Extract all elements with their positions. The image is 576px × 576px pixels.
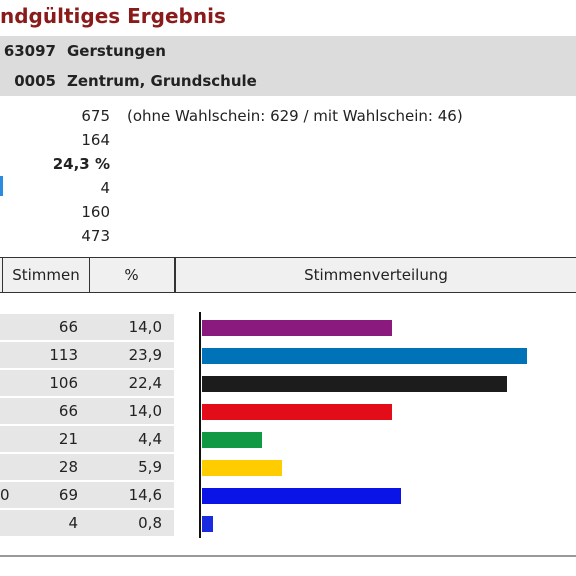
stat-row: 4 (0, 176, 576, 200)
row-background (0, 454, 174, 480)
vote-share-bar (202, 432, 262, 448)
percent-cell: 4,4 (138, 430, 162, 448)
votes-cell: 28 (58, 458, 78, 476)
municipality-code: 63097 (3, 42, 56, 60)
votes-cell: 21 (58, 430, 78, 448)
municipality-name: Gerstungen (67, 42, 166, 60)
percent-cell: 22,4 (128, 374, 162, 392)
stat-note: (ohne Wahlschein: 629 / mit Wahlschein: … (127, 107, 463, 125)
municipality-row: 63097 Gerstungen (0, 36, 576, 66)
stat-row: 473 (0, 224, 576, 248)
votes-cell: 113 (49, 346, 78, 364)
row-background (0, 510, 174, 536)
vote-share-bar (202, 460, 283, 476)
votes-cell: 66 (58, 318, 78, 336)
table-row: 66 14,0 (0, 314, 576, 340)
district-code: 0005 (14, 72, 56, 90)
votes-cell: 106 (49, 374, 78, 392)
row-background (0, 342, 174, 368)
district-name: Zentrum, Grundschule (67, 72, 257, 90)
stat-row-turnout: 24,3 % (0, 152, 576, 176)
percent-cell: 0,8 (138, 514, 162, 532)
row-background (0, 398, 174, 424)
stat-value: 4 (100, 179, 110, 197)
percent-cell: 5,9 (138, 458, 162, 476)
table-row: 0 69 14,6 (0, 482, 576, 508)
stat-row: 160 (0, 200, 576, 224)
votes-cell: 4 (68, 514, 78, 532)
row-background (0, 370, 174, 396)
vote-share-bar (202, 320, 393, 336)
votes-cell: 69 (58, 486, 78, 504)
row-background (0, 314, 174, 340)
table-row: 28 5,9 (0, 454, 576, 480)
percent-cell: 14,6 (128, 486, 162, 504)
results-table-header: Stimmen % Stimmenverteilung (0, 257, 576, 293)
turnout-value: 24,3 % (52, 155, 110, 173)
table-row: 21 4,4 (0, 426, 576, 452)
stat-row: 164 (0, 128, 576, 152)
stat-value: 164 (81, 131, 110, 149)
table-row: 113 23,9 (0, 342, 576, 368)
percent-cell: 14,0 (128, 318, 162, 336)
percent-cell: 23,9 (128, 346, 162, 364)
stat-value: 160 (81, 203, 110, 221)
table-row: 66 14,0 (0, 398, 576, 424)
column-header-distribution: Stimmenverteilung (304, 266, 448, 284)
vote-share-bar (202, 488, 401, 504)
info-marker (0, 176, 3, 196)
votes-cell: 66 (58, 402, 78, 420)
vote-share-bar (202, 516, 213, 532)
stat-value: 675 (81, 107, 110, 125)
page-title: ndgültiges Ergebnis (0, 4, 226, 28)
stat-value: 473 (81, 227, 110, 245)
table-row: 4 0,8 (0, 510, 576, 536)
stat-row: 675 (ohne Wahlschein: 629 / mit Wahlsche… (0, 104, 576, 128)
percent-cell: 14,0 (128, 402, 162, 420)
vote-share-bar (202, 376, 507, 392)
divider (0, 555, 576, 557)
row-background (0, 426, 174, 452)
chart-axis (199, 312, 201, 538)
column-header-votes[interactable]: Stimmen (2, 258, 90, 292)
vote-share-bar (202, 404, 393, 420)
table-row: 106 22,4 (0, 370, 576, 396)
row-label-fragment: 0 (0, 486, 10, 504)
district-row: 0005 Zentrum, Grundschule (0, 66, 576, 96)
vote-share-bar (202, 348, 528, 364)
row-background (0, 482, 174, 508)
column-header-percent[interactable]: % (89, 258, 176, 292)
